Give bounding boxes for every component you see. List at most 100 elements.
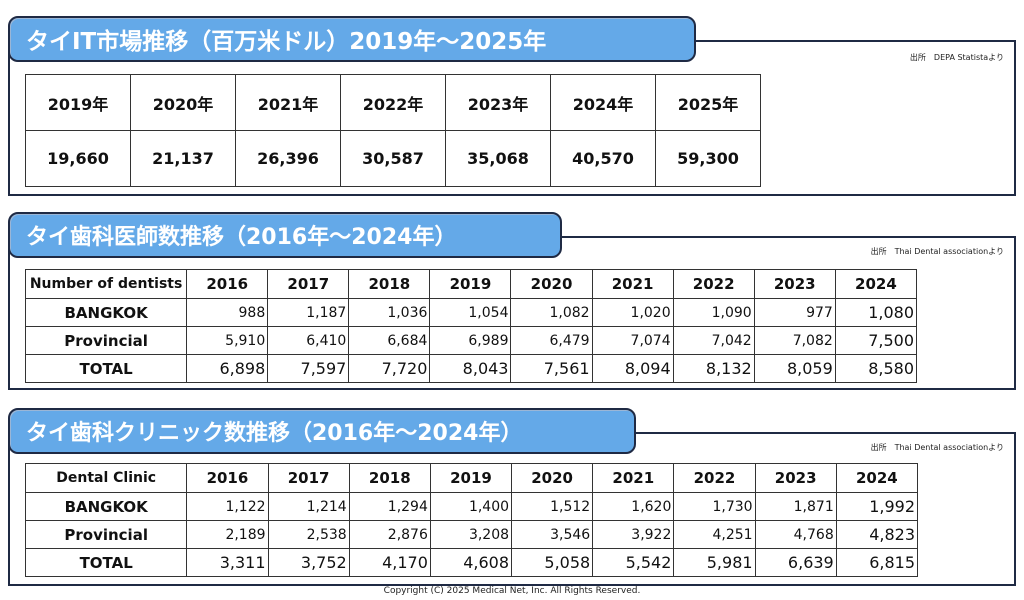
it-market-title: タイIT市場推移（百万米ドル）2019年～2025年 [8,16,696,62]
year-header: 2016 [186,269,269,299]
year-header: 2021 [591,269,674,299]
cell-value: 5,981 [673,548,756,577]
cell-value: 5,058 [511,548,594,577]
market-value: 40,570 [550,130,656,187]
market-value: 19,660 [25,130,131,187]
cell-value: 5,542 [592,548,675,577]
cell-value: 1,294 [348,492,431,521]
year-header: 2023 [754,463,837,493]
it-market-table: 2019年 2020年 2021年 2022年 2023年 2024年 2025… [25,74,761,187]
dentists-table: Number of dentists 2016 2017 2018 2019 2… [24,269,918,383]
year-header: 2022 [672,269,755,299]
cell-value: 7,720 [348,354,431,383]
cell-value: 1,400 [429,492,513,521]
year-header: 2019 [429,463,513,493]
cell-value: 1,020 [591,298,674,327]
year-header: 2017 [267,463,350,493]
table-row: Provincial 2,189 2,538 2,876 3,208 3,546… [24,520,919,549]
cell-value: 2,876 [348,520,431,549]
year-header: 2020 [511,463,594,493]
it-market-source: 出所 DEPA Statistaより [909,53,1004,62]
cell-value: 8,043 [429,354,512,383]
market-value: 59,300 [655,130,761,187]
row-label: Provincial [24,520,188,549]
copyright-text: Copyright (C) 2025 Medical Net, Inc. All… [383,586,641,596]
clinics-header-row: Dental Clinic 2016 2017 2018 2019 2020 2… [24,463,919,493]
it-market-panel: タイIT市場推移（百万米ドル）2019年～2025年 出所 DEPA Stati… [8,16,1016,196]
cell-value: 3,208 [429,520,513,549]
market-year-row: 2019年 2020年 2021年 2022年 2023年 2024年 2025… [25,74,761,131]
row-label: BANGKOK [24,492,188,521]
cell-value: 3,752 [267,548,350,577]
market-value-row: 19,660 21,137 26,396 30,587 35,068 40,57… [25,130,761,187]
market-value: 26,396 [235,130,341,187]
cell-value: 4,608 [429,548,513,577]
cell-value: 5,910 [186,326,269,355]
row-label: BANGKOK [24,298,188,327]
cell-value: 1,122 [186,492,269,521]
row-label: TOTAL [24,354,188,383]
cell-value: 1,214 [267,492,350,521]
market-year: 2022年 [340,74,446,131]
year-header: 2024 [834,269,918,299]
table-row: TOTAL 3,311 3,752 4,170 4,608 5,058 5,54… [24,548,919,577]
cell-value: 1,090 [672,298,755,327]
year-header: 2018 [348,269,431,299]
cell-value: 3,922 [592,520,675,549]
market-year: 2025年 [655,74,761,131]
cell-value: 1,730 [673,492,756,521]
year-header: 2017 [267,269,350,299]
cell-value: 2,538 [267,520,350,549]
cell-value: 6,479 [510,326,593,355]
cell-value: 1,512 [511,492,594,521]
table-row: TOTAL 6,898 7,597 7,720 8,043 7,561 8,09… [24,354,918,383]
clinics-panel: タイ歯科クリニック数推移（2016年～2024年） 出所 Thai Dental… [8,408,1016,586]
cell-value: 6,639 [754,548,837,577]
cell-value: 7,074 [591,326,674,355]
cell-value: 7,500 [834,326,918,355]
table-row: BANGKOK 988 1,187 1,036 1,054 1,082 1,02… [24,298,918,327]
market-value: 30,587 [340,130,446,187]
dentists-panel: タイ歯科医師数推移（2016年～2024年） 出所 Thai Dental as… [8,212,1016,390]
clinics-source: 出所 Thai Dental associationより [870,443,1004,452]
cell-value: 6,989 [429,326,512,355]
market-value: 21,137 [130,130,236,187]
clinics-table: Dental Clinic 2016 2017 2018 2019 2020 2… [24,463,919,577]
year-header: 2020 [510,269,593,299]
cell-value: 6,898 [186,354,269,383]
cell-value: 4,170 [348,548,431,577]
dentists-title: タイ歯科医師数推移（2016年～2024年） [8,212,562,258]
cell-value: 6,410 [267,326,350,355]
dentists-header-row: Number of dentists 2016 2017 2018 2019 2… [24,269,918,299]
cell-value: 6,815 [835,548,919,577]
cell-value: 1,080 [834,298,918,327]
clinics-title: タイ歯科クリニック数推移（2016年～2024年） [8,408,636,454]
cell-value: 1,082 [510,298,593,327]
row-label: Provincial [24,326,188,355]
cell-value: 1,871 [754,492,837,521]
cell-value: 977 [753,298,836,327]
cell-value: 7,082 [753,326,836,355]
year-header: 2024 [835,463,919,493]
market-year: 2024年 [550,74,656,131]
cell-value: 988 [186,298,269,327]
market-value: 35,068 [445,130,551,187]
table-row: Provincial 5,910 6,410 6,684 6,989 6,479… [24,326,918,355]
cell-value: 8,094 [591,354,674,383]
year-header: 2016 [186,463,269,493]
cell-value: 8,132 [672,354,755,383]
year-header: 2021 [592,463,675,493]
year-header: 2019 [429,269,512,299]
cell-value: 7,597 [267,354,350,383]
cell-value: 1,620 [592,492,675,521]
cell-value: 7,042 [672,326,755,355]
cell-value: 4,768 [754,520,837,549]
cell-value: 4,251 [673,520,756,549]
market-year: 2020年 [130,74,236,131]
cell-value: 1,992 [835,492,919,521]
cell-value: 6,684 [348,326,431,355]
table-row: BANGKOK 1,122 1,214 1,294 1,400 1,512 1,… [24,492,919,521]
cell-value: 3,311 [186,548,269,577]
row-label: TOTAL [24,548,188,577]
market-year: 2019年 [25,74,131,131]
